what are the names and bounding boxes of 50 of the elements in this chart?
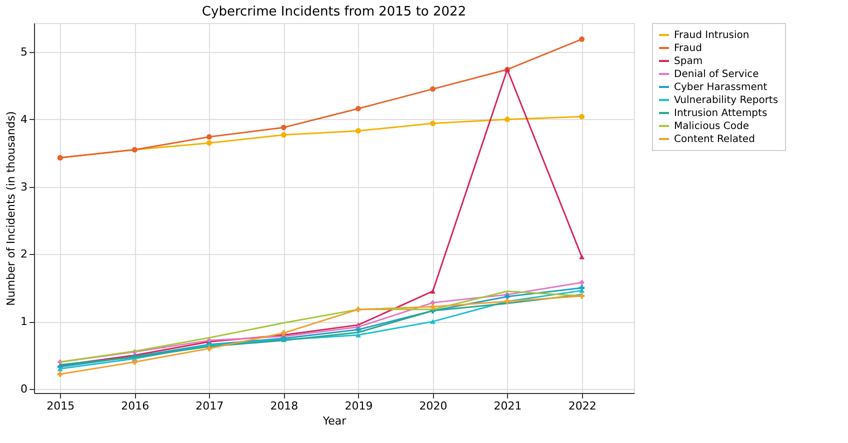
point bbox=[57, 366, 63, 372]
point bbox=[579, 36, 585, 42]
point bbox=[579, 293, 585, 299]
point bbox=[504, 116, 510, 122]
x-tick-label: 2022 bbox=[568, 400, 596, 412]
point bbox=[57, 371, 63, 377]
legend-label: Intrusion Attempts bbox=[674, 108, 768, 119]
legend-label: Content Related bbox=[674, 134, 755, 145]
x-axis-title: Year bbox=[322, 414, 347, 428]
y-tick-label: 0 bbox=[20, 382, 28, 396]
point bbox=[280, 330, 286, 336]
point bbox=[206, 140, 212, 146]
legend-label: Vulnerability Reports bbox=[674, 95, 778, 106]
point bbox=[579, 288, 585, 293]
point bbox=[206, 134, 212, 140]
y-tick-label: 3 bbox=[20, 180, 28, 194]
legend-label: Spam bbox=[674, 56, 703, 67]
x-tick-label: 2015 bbox=[46, 400, 75, 412]
point bbox=[430, 288, 436, 294]
point bbox=[579, 254, 585, 260]
x-tick-label: 2021 bbox=[494, 400, 522, 412]
y-tick-label: 2 bbox=[20, 248, 28, 261]
x-tick-label: 2019 bbox=[344, 400, 373, 412]
point bbox=[355, 106, 361, 112]
point bbox=[430, 120, 436, 126]
y-tick-label: 1 bbox=[20, 315, 28, 328]
legend-label: Cyber Harassment bbox=[674, 82, 768, 93]
legend-label: Fraud bbox=[674, 43, 702, 54]
point bbox=[430, 304, 436, 310]
point bbox=[579, 280, 585, 286]
y-tick-label: 5 bbox=[20, 45, 28, 58]
point bbox=[206, 346, 212, 352]
chart-title: Cybercrime Incidents from 2015 to 2022 bbox=[202, 4, 466, 20]
x-tick-label: 2020 bbox=[419, 400, 448, 412]
point bbox=[430, 86, 436, 92]
y-tick-label: 4 bbox=[20, 112, 28, 126]
x-tick-label: 2017 bbox=[196, 400, 224, 412]
point bbox=[355, 332, 361, 338]
point bbox=[280, 124, 286, 130]
x-tick-label: 2018 bbox=[270, 400, 298, 412]
y-axis-title: Number of Incidents (in thousands) bbox=[4, 111, 18, 306]
point bbox=[355, 306, 361, 312]
point bbox=[579, 114, 585, 120]
legend-label: Malicious Code bbox=[674, 121, 750, 132]
point bbox=[355, 128, 361, 134]
legend-label: Fraud Intrusion bbox=[674, 30, 750, 41]
x-tick-label: 2016 bbox=[121, 400, 150, 412]
point bbox=[430, 319, 436, 324]
point bbox=[280, 132, 286, 138]
legend-label: Denial of Service bbox=[674, 69, 759, 80]
